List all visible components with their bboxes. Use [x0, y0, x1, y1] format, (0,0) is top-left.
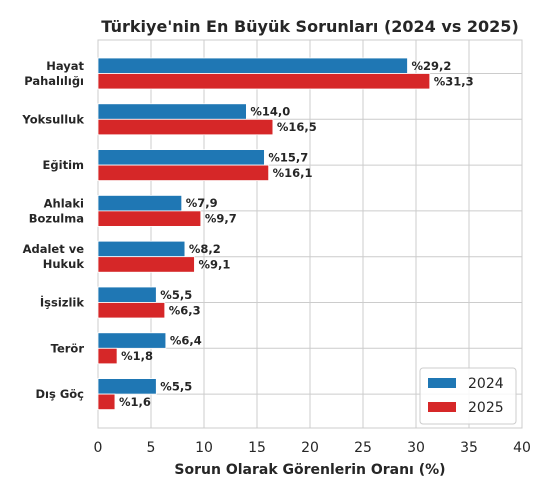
category-label: Terör	[51, 341, 85, 355]
data-label-2025: %9,1	[198, 257, 230, 271]
category-label: Eğitim	[43, 158, 84, 172]
bar-2024	[97, 194, 183, 212]
bar-2025	[97, 164, 270, 182]
data-label-2024: %6,4	[170, 334, 202, 348]
data-label-2024: %15,7	[268, 150, 308, 164]
category-label: İşsizlik	[40, 295, 84, 310]
data-label-2024: %29,2	[412, 59, 452, 73]
data-label-2025: %1,8	[121, 349, 153, 363]
data-label-2025: %16,5	[277, 120, 317, 134]
data-label-2025: %9,7	[205, 212, 237, 226]
bar-2024	[97, 103, 247, 120]
bar-2024	[97, 332, 167, 349]
category-label: Ahlaki Bozulma	[29, 196, 84, 225]
bars	[97, 57, 431, 411]
category-label: Adalet ve Hukuk	[23, 242, 85, 271]
data-label-2025: %1,6	[119, 395, 151, 409]
data-label-2024: %14,0	[250, 105, 290, 119]
bar-2024	[97, 286, 157, 303]
category-labels: Hayat Pahalılığı Yoksulluk Eğitim Ahlaki Bozu…	[21, 59, 84, 401]
x-tick-label: 30	[407, 440, 425, 456]
bar-2025	[97, 73, 431, 90]
bar-2025	[97, 347, 118, 365]
bar-2024	[97, 149, 265, 166]
bar-2024	[97, 378, 157, 395]
data-label-2024: %5,5	[160, 379, 192, 393]
x-tick-label: 35	[460, 440, 478, 456]
bar-2025	[97, 118, 274, 136]
chart-title: Türkiye'nin En Büyük Sorunları (2024 vs …	[101, 17, 519, 36]
data-label-2024: %8,2	[189, 242, 221, 256]
data-label-2025: %16,1	[273, 166, 313, 180]
x-tick-labels: 0 5 10 15 20 25 30 35 40	[94, 440, 531, 456]
legend-swatch-2025	[428, 402, 456, 412]
x-tick-label: 20	[301, 440, 319, 456]
x-tick-label: 10	[195, 440, 213, 456]
legend-label-2025: 2025	[468, 400, 504, 416]
bar-2025	[97, 302, 166, 319]
data-label-2025: %31,3	[434, 74, 474, 88]
category-label: Hayat Pahalılığı	[24, 59, 84, 88]
bar-2024	[97, 57, 408, 74]
category-label: Yoksulluk	[21, 112, 84, 126]
data-labels: %29,2%31,3 %14,0%16,5 %15,7 %16,1 %7,9 %9,7 %8…	[119, 59, 474, 409]
legend-label-2024: 2024	[468, 376, 504, 392]
x-tick-label: 0	[94, 440, 103, 456]
x-tick-label: 5	[147, 440, 156, 456]
legend: 2024 2025	[419, 367, 517, 425]
data-label-2025: %6,3	[169, 303, 201, 317]
x-tick-label: 25	[354, 440, 372, 456]
bar-2024	[97, 240, 186, 258]
legend-swatch-2024	[428, 378, 456, 388]
x-tick-label: 40	[513, 440, 531, 456]
data-label-2024: %7,9	[186, 196, 218, 210]
bar-2025	[97, 210, 202, 227]
x-axis-label: Sorun Olarak Görenlerin Oranı (%)	[174, 462, 445, 478]
category-label: Dış Göç	[36, 387, 85, 401]
data-label-2024: %5,5	[160, 288, 192, 302]
bar-2025	[97, 393, 116, 411]
bar-2025	[97, 256, 195, 273]
x-tick-label: 15	[248, 440, 266, 456]
